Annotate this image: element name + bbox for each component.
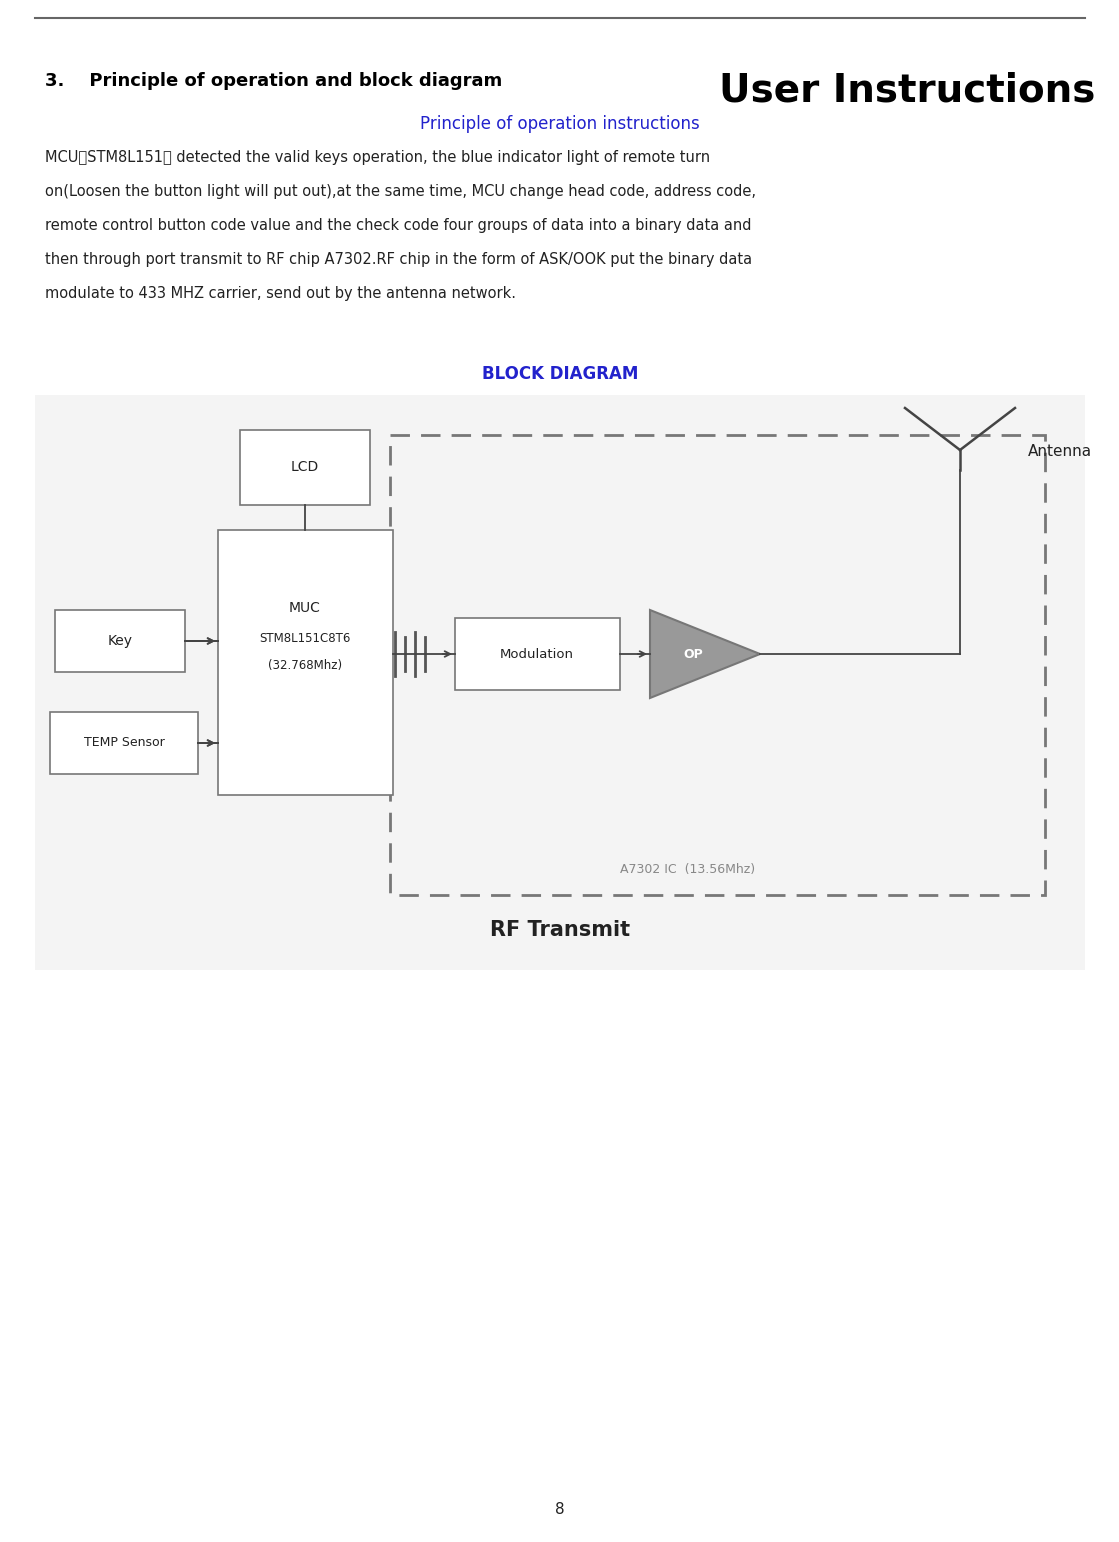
Text: LCD: LCD [291,460,319,473]
Text: Key: Key [107,634,132,648]
Text: BLOCK DIAGRAM: BLOCK DIAGRAM [482,365,638,382]
Bar [455,618,620,689]
Bar [35,395,1085,970]
Text: (32.768Mhz): (32.768Mhz) [267,658,342,671]
Text: 3.    Principle of operation and block diagram: 3. Principle of operation and block diag… [45,72,502,89]
Text: MUC: MUC [289,601,321,615]
Text: MCU（STM8L151） detected the valid keys operation, the blue indicator light of rem: MCU（STM8L151） detected the valid keys op… [45,150,711,165]
Text: remote control button code value and the check code four groups of data into a b: remote control button code value and the… [45,217,752,233]
Text: 8: 8 [555,1502,565,1517]
Text: then through port transmit to RF chip A7302.RF chip in the form of ASK/OOK put t: then through port transmit to RF chip A7… [45,251,752,267]
Text: Antenna: Antenna [1028,444,1092,460]
Text: modulate to 433 MHZ carrier, send out by the antenna network.: modulate to 433 MHZ carrier, send out by… [45,285,516,301]
Polygon shape [650,611,760,699]
Text: RF Transmit: RF Transmit [490,921,630,941]
Text: on(Loosen the button light will put out),at the same time, MCU change head code,: on(Loosen the button light will put out)… [45,183,756,199]
Text: STM8L151C8T6: STM8L151C8T6 [260,632,350,645]
Bar [239,430,370,504]
Text: OP: OP [683,648,703,660]
Bar [55,611,185,672]
Text: Principle of operation instructions: Principle of operation instructions [420,116,699,133]
Text: TEMP Sensor: TEMP Sensor [84,737,164,749]
Text: A7302 IC  (13.56Mhz): A7302 IC (13.56Mhz) [620,864,755,876]
Text: User Instructions: User Instructions [718,72,1096,109]
Bar [218,530,393,796]
Bar [391,435,1045,894]
Bar [50,712,198,774]
Text: Modulation: Modulation [500,648,574,660]
